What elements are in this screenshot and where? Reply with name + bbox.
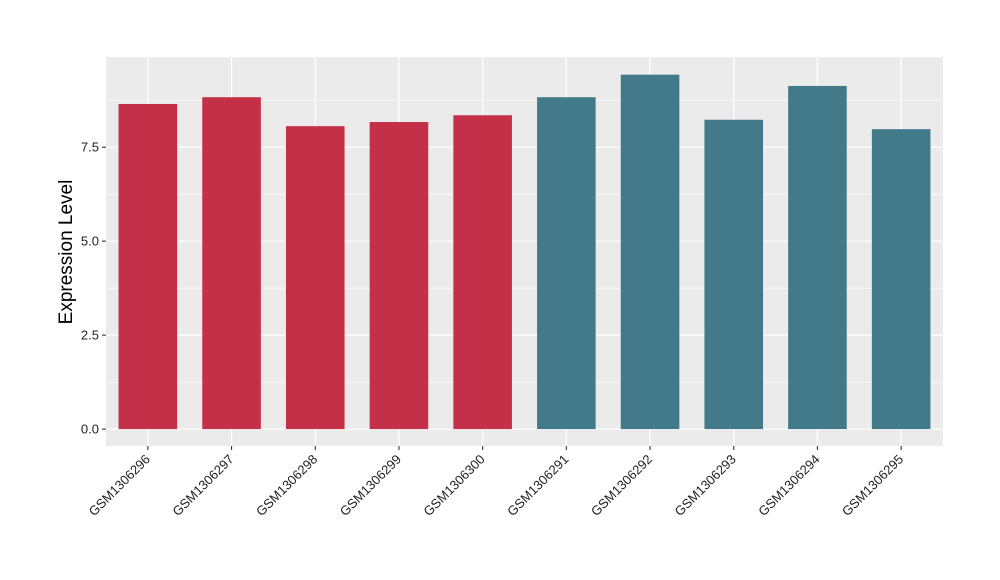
bar-GSM1306297 [202,97,261,430]
bar-series [118,74,931,430]
x-tick-label: GSM1306299 [337,452,404,519]
x-tick-label: GSM1306291 [504,452,571,519]
bar-GSM1306295 [871,129,931,430]
bar-GSM1306293 [704,119,764,430]
bar-GSM1306296 [118,103,178,430]
y-tick-label: 5.0 [81,234,99,249]
x-tick-label: GSM1306298 [253,452,320,519]
y-axis-title: Expression Level [56,180,77,325]
y-tick-label: 2.5 [81,328,99,343]
y-tick-label: 7.5 [81,140,99,155]
x-tick-label: GSM1306293 [672,452,739,519]
x-tick-label: GSM1306296 [86,452,153,519]
y-tick-label: 0.0 [81,422,99,437]
bar-GSM1306294 [788,85,847,430]
bar-GSM1306292 [620,74,680,430]
x-tick-label: GSM1306292 [588,452,655,519]
x-tick-label: GSM1306295 [839,452,906,519]
x-axis: GSM1306296 GSM1306297 GSM1306298 GSM1306299… [86,446,906,519]
x-tick-label: GSM1306300 [420,452,487,519]
bar-GSM1306300 [453,115,512,430]
bar-GSM1306291 [537,97,596,430]
bar-GSM1306299 [369,122,429,430]
bar-GSM1306298 [285,126,345,430]
x-tick-label: GSM1306297 [169,452,236,519]
y-axis: 0.0 2.5 5.0 7.5 [81,140,106,437]
x-tick-label: GSM1306294 [755,452,822,519]
